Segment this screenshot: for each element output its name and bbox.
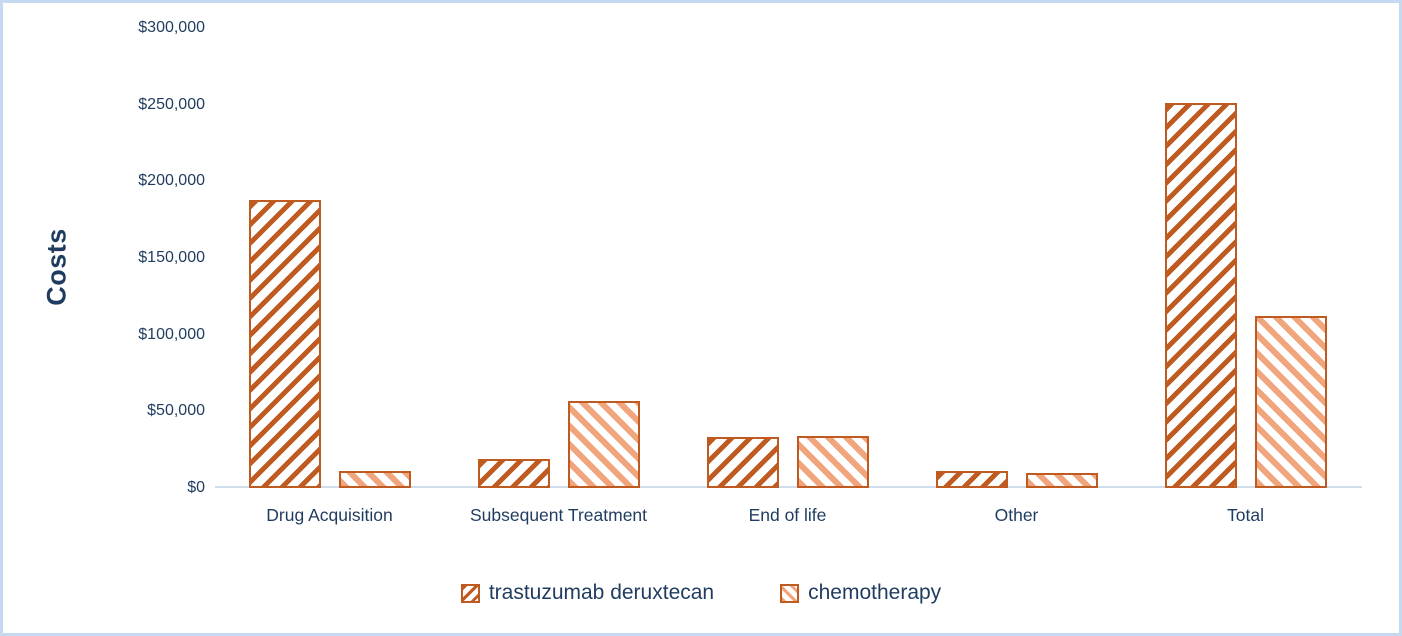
- bar-chemotherapy-other: [1025, 472, 1098, 488]
- bar-chemotherapy-total: [1254, 316, 1327, 488]
- x-category-label-total: Total: [1227, 505, 1264, 525]
- y-tick-label--300-000: $300,000: [138, 19, 205, 36]
- y-tick-label--100-000: $100,000: [138, 325, 205, 343]
- legend: trastuzumab deruxtecan chemotherapy: [0, 578, 1402, 608]
- bar-trastuzumab-deruxtecan-total: [1164, 103, 1237, 488]
- plot-area: [215, 28, 1360, 488]
- y-tick-label--0: $0: [187, 479, 205, 496]
- x-category-label-end-of-life: End of life: [748, 505, 827, 525]
- legend-item-chemotherapy: chemotherapy: [780, 581, 941, 605]
- legend-item-trastuzumab-deruxtecan: trastuzumab deruxtecan: [460, 581, 715, 605]
- x-category-label-drug-acquisition: Drug Acquisition: [266, 505, 393, 525]
- x-axis-line: [215, 486, 1362, 488]
- y-tick-label--150-000: $150,000: [138, 249, 205, 266]
- bar-chemotherapy-subsequent-treatment: [567, 400, 640, 488]
- bar-trastuzumab-deruxtecan-subsequent-treatment: [477, 458, 550, 488]
- legend-label-trastuzumab-deruxtecan: trastuzumab deruxtecan: [488, 581, 715, 604]
- legend-swatch-forward-diagonal-hatch-icon: [460, 583, 480, 603]
- y-tick-label--250-000: $250,000: [138, 95, 205, 113]
- y-axis-title: Costs: [41, 228, 72, 306]
- y-tick-label--50-000: $50,000: [147, 402, 205, 420]
- bar-trastuzumab-deruxtecan-drug-acquisition: [248, 199, 321, 488]
- legend-swatch-back-diagonal-hatch-icon: [780, 583, 800, 603]
- legend-label-chemotherapy: chemotherapy: [808, 581, 942, 604]
- bar-trastuzumab-deruxtecan-other: [935, 471, 1008, 488]
- bar-chemotherapy-end-of-life: [796, 435, 869, 488]
- x-category-label-subsequent-treatment: Subsequent Treatment: [469, 505, 648, 525]
- x-category-label-other: Other: [994, 505, 1039, 525]
- bar-trastuzumab-deruxtecan-end-of-life: [706, 437, 779, 488]
- y-tick-label--200-000: $200,000: [138, 172, 205, 190]
- bar-chemotherapy-drug-acquisition: [338, 471, 411, 488]
